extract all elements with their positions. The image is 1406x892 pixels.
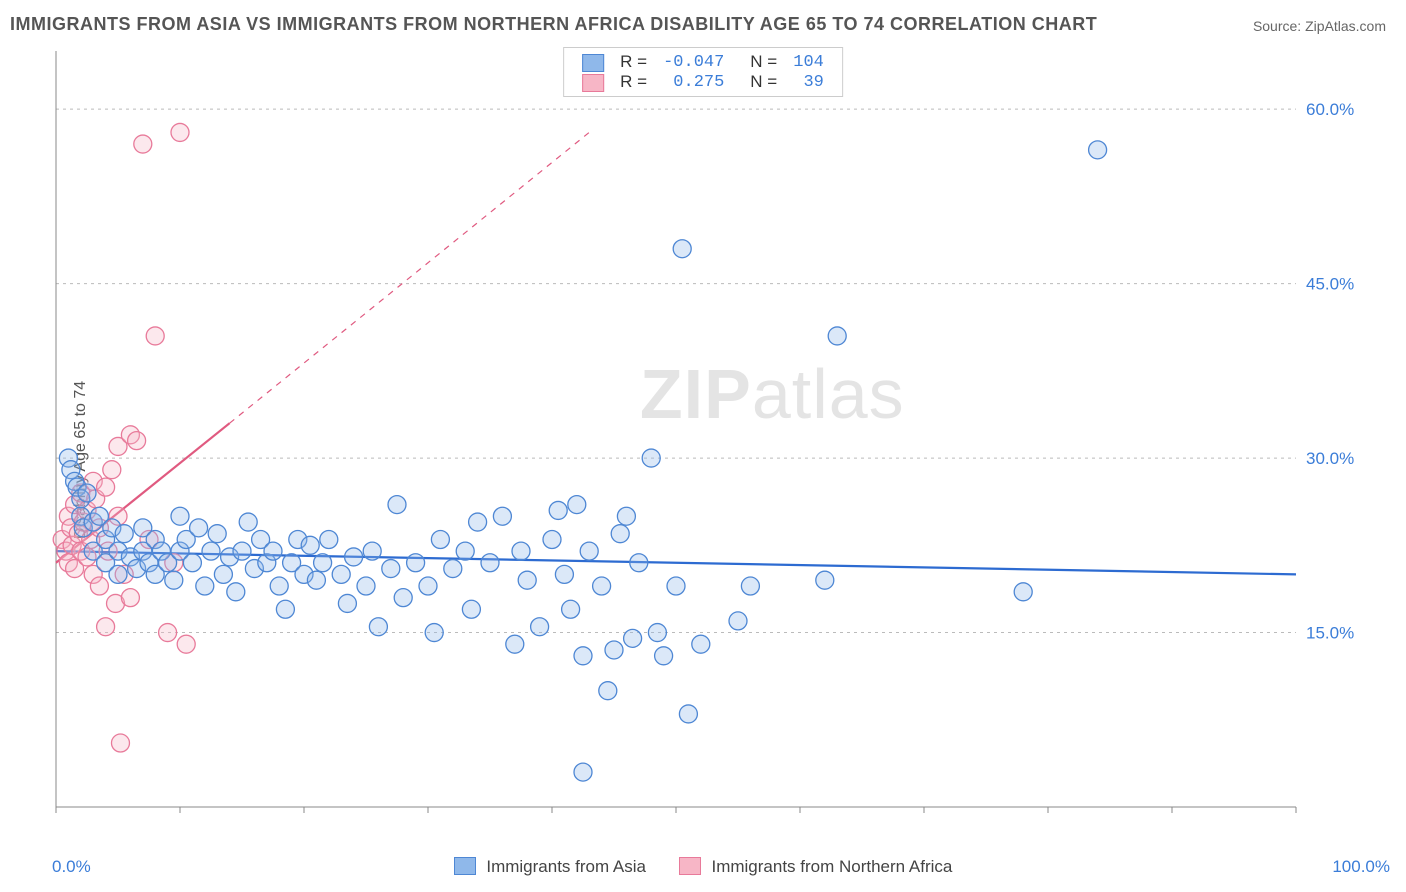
n-value-nafrica: 39	[785, 72, 832, 92]
swatch-nafrica	[582, 74, 604, 92]
legend-row-a: R = -0.047 N = 104	[574, 52, 832, 72]
svg-text:45.0%: 45.0%	[1306, 275, 1354, 294]
scatter-svg: 15.0% 30.0% 45.0% 60.0%	[50, 45, 1366, 835]
r-value-nafrica: 0.275	[655, 72, 732, 92]
svg-text:15.0%: 15.0%	[1306, 624, 1354, 643]
r-value-asia: -0.047	[655, 52, 732, 72]
source-label: Source: ZipAtlas.com	[1253, 18, 1386, 34]
swatch-nafrica-icon	[679, 857, 701, 875]
svg-text:30.0%: 30.0%	[1306, 449, 1354, 468]
legend-label-asia: Immigrants from Asia	[486, 857, 646, 876]
n-value-asia: 104	[785, 52, 832, 72]
legend-row-b: R = 0.275 N = 39	[574, 72, 832, 92]
legend-item-nafrica: Immigrants from Northern Africa	[679, 857, 953, 877]
legend-label-nafrica: Immigrants from Northern Africa	[711, 857, 952, 876]
svg-text:60.0%: 60.0%	[1306, 100, 1354, 119]
chart-title: IMMIGRANTS FROM ASIA VS IMMIGRANTS FROM …	[10, 10, 1396, 45]
plot-area: Disability Age 65 to 74 15.0%30.0%45.0%6…	[10, 45, 1396, 875]
swatch-asia-icon	[454, 857, 476, 875]
series-legend: Immigrants from Asia Immigrants from Nor…	[10, 857, 1396, 877]
legend-item-asia: Immigrants from Asia	[454, 857, 646, 877]
swatch-asia	[582, 54, 604, 72]
correlation-legend: R = -0.047 N = 104 R = 0.275 N = 39	[563, 47, 843, 97]
